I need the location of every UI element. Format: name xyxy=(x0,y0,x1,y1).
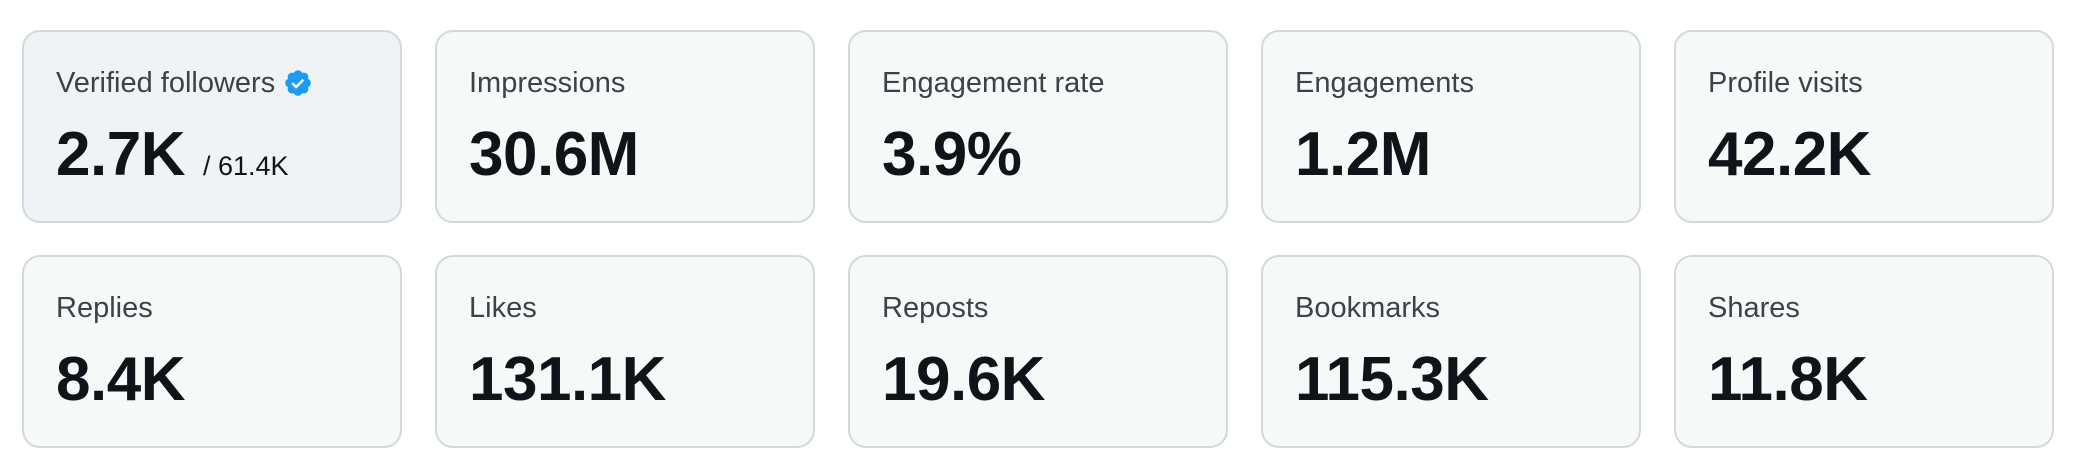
metric-label: Shares xyxy=(1708,292,1800,324)
metric-value-row: 1.2M xyxy=(1295,122,1639,188)
metric-label: Replies xyxy=(56,292,153,324)
metric-total: / 61.4K xyxy=(202,151,289,181)
metric-value: 115.3K xyxy=(1295,345,1489,414)
metric-label: Impressions xyxy=(469,67,626,99)
verified-badge-icon xyxy=(283,68,313,98)
metric-card-bookmarks[interactable]: Bookmarks 115.3K xyxy=(1261,255,1641,448)
metric-card-reposts[interactable]: Reposts 19.6K xyxy=(848,255,1228,448)
metric-card-verified-followers[interactable]: Verified followers 2.7K / 61.4K xyxy=(22,30,402,223)
metric-value-row: 11.8K xyxy=(1708,347,2052,413)
metric-value: 3.9% xyxy=(882,120,1022,189)
metric-value-row: 8.4K xyxy=(56,347,400,413)
metric-value: 1.2M xyxy=(1295,120,1431,189)
metric-value-row: 3.9% xyxy=(882,122,1226,188)
metric-value: 8.4K xyxy=(56,345,185,414)
metric-value-row: 2.7K / 61.4K xyxy=(56,122,400,188)
metric-value-row: 42.2K xyxy=(1708,122,2052,188)
metric-card-profile-visits[interactable]: Profile visits 42.2K xyxy=(1674,30,2054,223)
metric-value: 30.6M xyxy=(469,120,639,189)
metric-label: Bookmarks xyxy=(1295,292,1441,324)
metric-value-row: 115.3K xyxy=(1295,347,1639,413)
metric-value: 11.8K xyxy=(1708,345,1868,414)
metric-label: Engagements xyxy=(1295,67,1474,99)
metric-label: Likes xyxy=(469,292,537,324)
metric-label: Reposts xyxy=(882,292,989,324)
metric-label: Engagement rate xyxy=(882,67,1105,99)
metric-value-row: 131.1K xyxy=(469,347,813,413)
metric-label: Profile visits xyxy=(1708,67,1863,99)
metric-card-engagements[interactable]: Engagements 1.2M xyxy=(1261,30,1641,223)
metric-value: 19.6K xyxy=(882,345,1045,414)
metric-label: Verified followers xyxy=(56,67,276,99)
metric-value: 2.7K xyxy=(56,120,185,189)
metric-card-likes[interactable]: Likes 131.1K xyxy=(435,255,815,448)
metric-value: 42.2K xyxy=(1708,120,1871,189)
metric-value-row: 19.6K xyxy=(882,347,1226,413)
metric-label-row: Verified followers xyxy=(56,66,400,100)
metric-card-shares[interactable]: Shares 11.8K xyxy=(1674,255,2054,448)
metric-card-engagement-rate[interactable]: Engagement rate 3.9% xyxy=(848,30,1228,223)
metric-card-replies[interactable]: Replies 8.4K xyxy=(22,255,402,448)
metric-value-row: 30.6M xyxy=(469,122,813,188)
metric-value: 131.1K xyxy=(469,345,666,414)
metric-card-impressions[interactable]: Impressions 30.6M xyxy=(435,30,815,223)
metrics-grid: Verified followers 2.7K / 61.4K Impressi… xyxy=(22,30,2054,448)
